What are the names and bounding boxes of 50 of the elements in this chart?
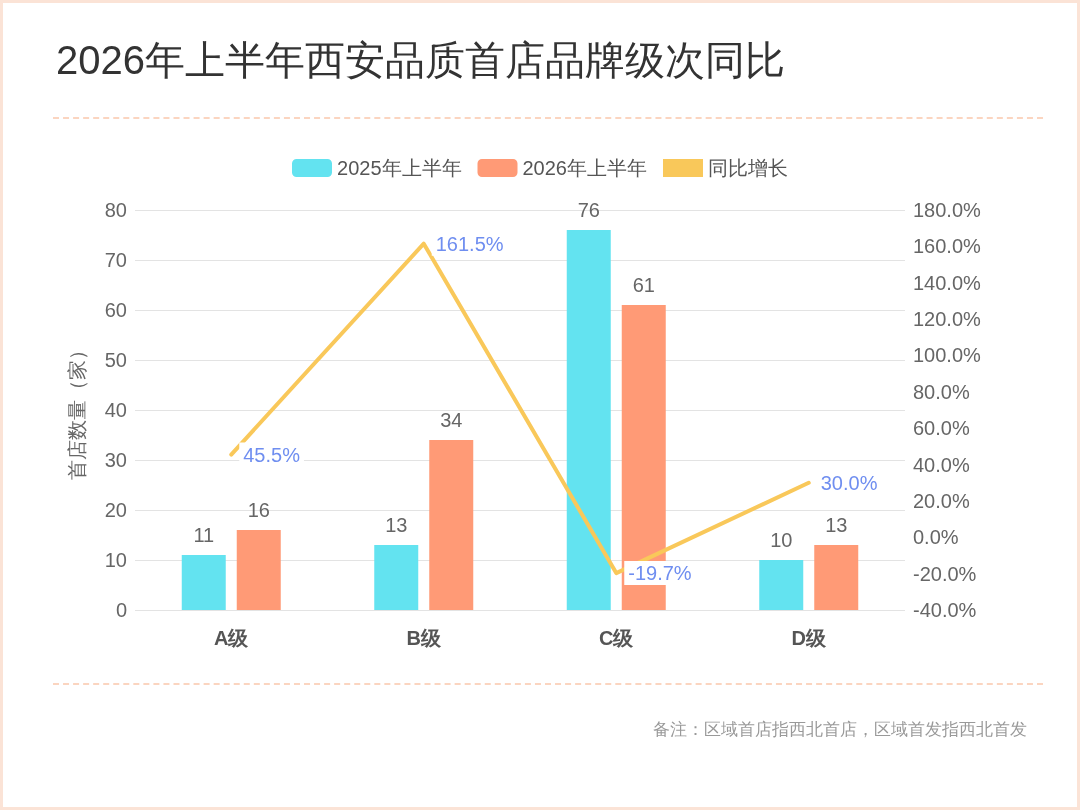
data-label: -19.7% — [628, 562, 692, 585]
y-tick-label: 20 — [104, 499, 127, 521]
y-tick-label: 40 — [104, 399, 127, 421]
data-label: 61 — [632, 274, 655, 296]
data-label: 30.0% — [820, 471, 878, 494]
y2-tick-label: 140.0% — [913, 271, 982, 294]
y2-tick-label: 100.0% — [913, 344, 982, 367]
data-label: 13 — [385, 514, 408, 536]
y-tick-label: 30 — [104, 449, 127, 471]
x-tick-label: D级 — [791, 627, 827, 649]
legend-label: 2025年上半年 — [337, 157, 462, 179]
bar — [374, 545, 419, 610]
y-tick-label: 80 — [104, 199, 127, 221]
y2-tick-label: 80.0% — [913, 380, 970, 403]
bar — [759, 560, 804, 610]
data-label: 16 — [247, 499, 270, 521]
y2-tick-label: 20.0% — [913, 489, 970, 512]
y-tick-label: 70 — [104, 249, 127, 271]
bar — [566, 230, 611, 610]
y-axis-title: 首店数量（家） — [66, 340, 88, 480]
y2-tick-label: -40.0% — [913, 599, 977, 621]
chart-title: 2026年上半年西安品质首店品牌级次同比 — [56, 38, 785, 82]
y-tick-label: 60 — [104, 299, 127, 321]
y2-tick-label: 60.0% — [913, 417, 970, 440]
data-label: 10 — [770, 529, 793, 551]
x-tick-label: B级 — [406, 627, 442, 649]
y2-tick-label: -20.0% — [913, 562, 977, 585]
data-label: 11 — [193, 524, 215, 546]
y-tick-label: 50 — [104, 349, 127, 371]
data-label: 161.5% — [435, 232, 504, 255]
text: 备注：区域首店指西北首店，区域首发指西北首发 — [653, 720, 1027, 739]
y2-tick-label: 0.0% — [913, 526, 959, 549]
data-label: 76 — [577, 199, 600, 221]
legend-label: 2026年上半年 — [522, 157, 647, 179]
y2-tick-label: 180.0% — [913, 199, 982, 221]
bar — [429, 440, 474, 610]
y2-tick-label: 120.0% — [913, 308, 982, 331]
y2-tick-label: 40.0% — [913, 453, 970, 476]
data-label: 34 — [440, 409, 463, 431]
y-tick-label: 0 — [115, 599, 127, 621]
legend-label: 同比增长 — [707, 157, 788, 179]
y2-tick-label: 160.0% — [913, 235, 982, 258]
y-tick-label: 10 — [104, 549, 127, 571]
x-tick-label: A级 — [214, 627, 250, 649]
bar — [814, 545, 859, 610]
data-label: 13 — [825, 514, 848, 536]
bar — [236, 530, 281, 610]
bar — [181, 555, 226, 610]
data-label: 45.5% — [243, 443, 301, 466]
x-tick-label: C级 — [599, 627, 635, 649]
